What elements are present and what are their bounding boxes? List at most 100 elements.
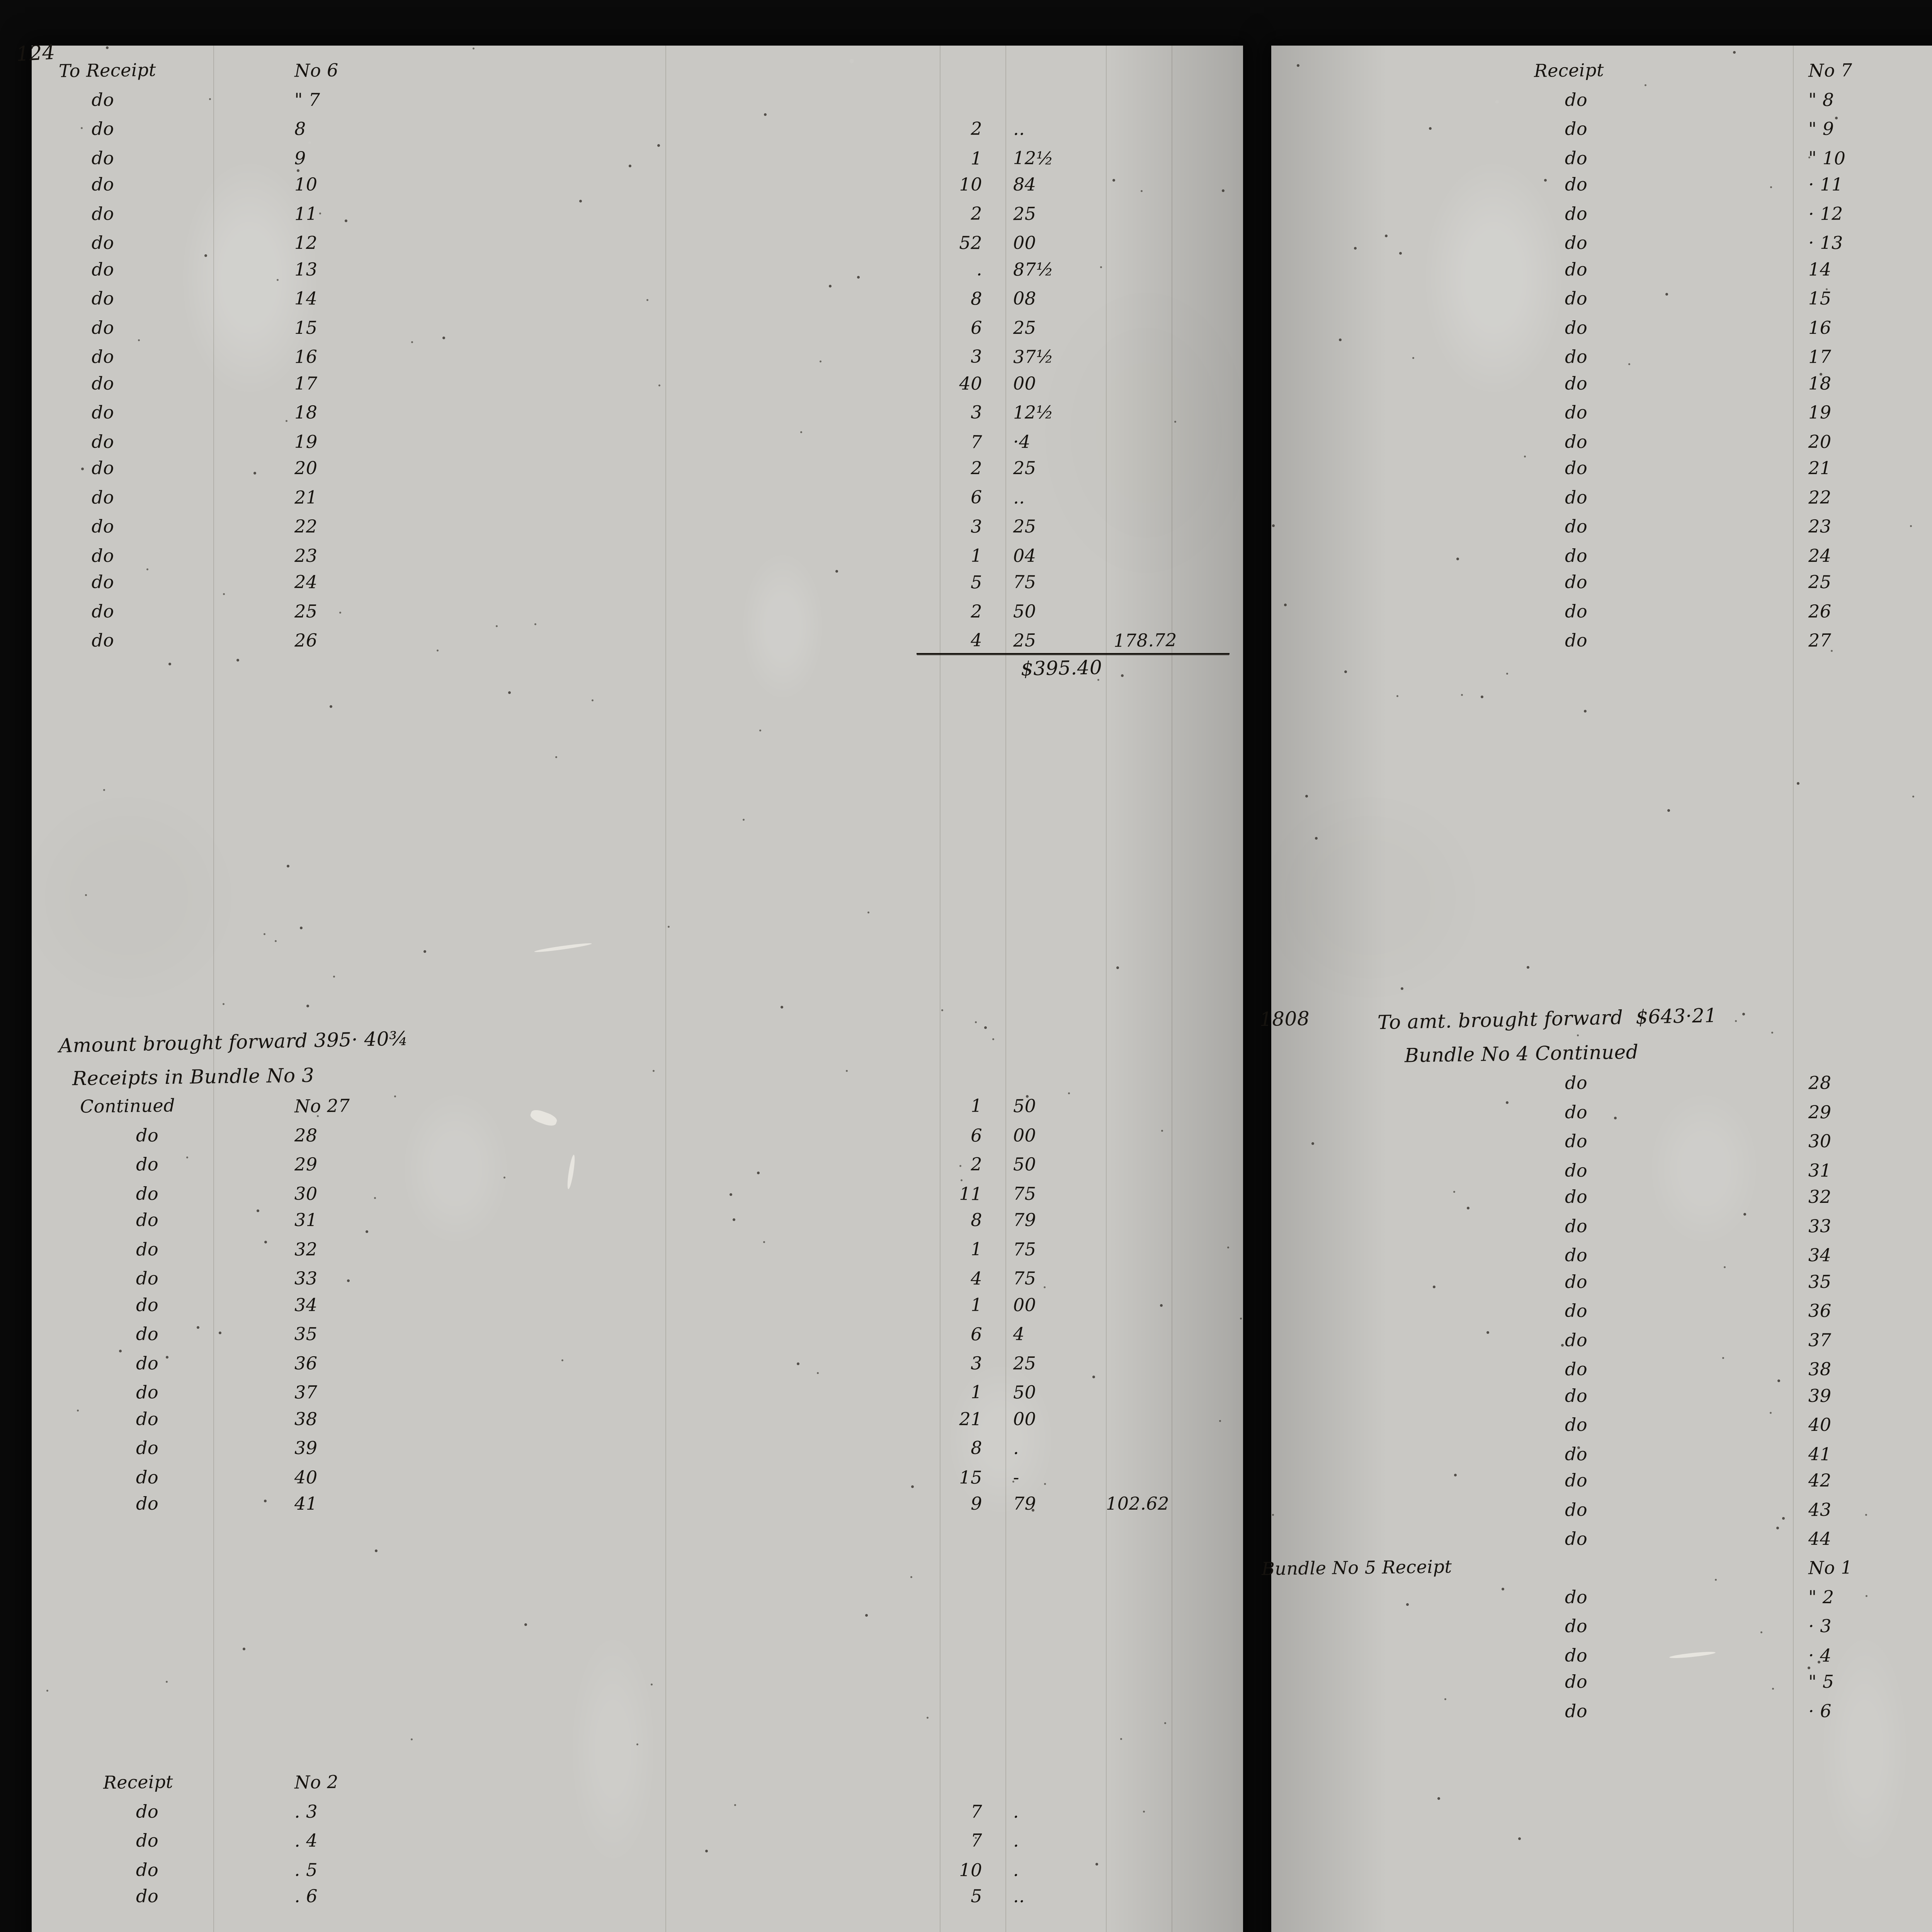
paper-speck <box>1826 288 1828 291</box>
paper-speck <box>561 1359 564 1361</box>
entry-cents: . <box>1013 1830 1019 1851</box>
entry-description: do <box>1565 1700 1588 1721</box>
ledger-entry-row: Bundle No 5 Receipt No 1 <box>1262 1556 1932 1588</box>
paper-speck <box>1735 1020 1737 1022</box>
paper-speck <box>1026 1095 1029 1098</box>
entry-description: do <box>1565 1271 1588 1292</box>
entry-cents: 25 <box>1013 317 1036 338</box>
entry-description: Receipt <box>103 1771 173 1793</box>
paper-speck <box>1561 1344 1564 1347</box>
paper-speck <box>473 48 475 50</box>
entry-description: do <box>1565 1160 1588 1181</box>
paper-speck <box>495 625 498 628</box>
entry-description: Receipt <box>1534 59 1604 82</box>
entry-cents: 50 <box>1013 1381 1036 1403</box>
entry-dollars: 8 <box>970 288 983 309</box>
paper-speck <box>1724 1266 1726 1268</box>
paper-speck <box>1776 1526 1779 1529</box>
paper-speck <box>1222 189 1225 192</box>
paper-speck <box>1444 1698 1446 1700</box>
paper-speck <box>629 165 632 168</box>
entry-cents: - <box>1013 1466 1020 1488</box>
paper-speck <box>1527 966 1530 969</box>
entry-description: do <box>1565 1443 1588 1464</box>
ledger-entry-row: do 37 1 50 <box>32 1381 1243 1411</box>
paper-speck <box>1406 1603 1409 1606</box>
ledger-entry-row: do206· <box>1271 430 1932 461</box>
entry-description: do <box>92 174 114 195</box>
paper-speck <box>1095 1863 1099 1866</box>
paper-speck <box>264 933 266 935</box>
paper-speck <box>77 1410 79 1412</box>
entry-dollars: 40 <box>959 372 983 394</box>
paper-speck <box>186 1156 189 1159</box>
ledger-entry-row: do 40 15 - <box>32 1466 1243 1496</box>
paper-speck <box>277 279 279 281</box>
entry-receipt-number: " 2 <box>1808 1586 1834 1607</box>
entry-cents: 25 <box>1013 515 1036 537</box>
entry-receipt-number: . 4 <box>294 1830 318 1851</box>
ledger-entry-row: do 15 6 25 <box>32 317 1243 347</box>
paper-speck <box>274 940 277 942</box>
entry-dollars: 1 <box>970 147 983 169</box>
ledger-entry-row: do 31 8 79 <box>32 1209 1243 1240</box>
entry-receipt-number: 34 <box>294 1294 318 1315</box>
paper-speck <box>197 1326 200 1329</box>
entry-receipt-number: · 6 <box>1808 1700 1832 1721</box>
paper-speck <box>650 1684 653 1686</box>
entry-receipt-number: 31 <box>294 1209 318 1230</box>
paper-speck <box>1097 679 1100 681</box>
entry-dollars: 3 <box>971 401 983 423</box>
paper-speck <box>910 1576 912 1578</box>
entry-cents: 50 <box>1013 1153 1036 1175</box>
paper-speck <box>1722 1357 1724 1359</box>
paper-speck <box>374 1197 376 1199</box>
entry-description: do <box>1565 1645 1588 1666</box>
ledger-entry-row: do383· <box>1271 1357 1932 1388</box>
entry-receipt-number: 36 <box>294 1352 318 1374</box>
ledger-entry-row: do · 3 <box>1271 1615 1932 1645</box>
entry-receipt-number: 18 <box>294 401 318 423</box>
paper-speck <box>1808 156 1810 159</box>
paper-speck <box>218 1331 221 1334</box>
entry-cents: 87½ <box>1013 259 1054 280</box>
paper-speck <box>1912 795 1915 798</box>
entry-receipt-number: 19 <box>1808 401 1832 423</box>
entry-cents: 12½ <box>1013 401 1054 423</box>
entry-receipt-number: 42 <box>1808 1470 1832 1491</box>
entry-description: To Receipt <box>58 59 156 82</box>
entry-receipt-number: " 7 <box>294 89 320 110</box>
paper-speck <box>339 611 342 614</box>
entry-receipt-number: 12 <box>294 232 318 253</box>
paper-speck <box>1461 694 1463 696</box>
entry-receipt-number: · 12 <box>1808 202 1844 224</box>
entry-description: do <box>1565 1244 1588 1266</box>
entry-dollars: 3 <box>971 1352 982 1374</box>
entry-dollars: 7 <box>971 1801 983 1822</box>
entry-description: do <box>91 515 114 537</box>
entry-dollars: 2 <box>970 202 983 224</box>
paper-speck <box>423 950 426 953</box>
paper-speck <box>256 1209 259 1213</box>
entry-dollars: 7 <box>970 431 983 452</box>
entry-receipt-number: . 5 <box>294 1859 318 1880</box>
entry-receipt-number: 36 <box>1808 1300 1832 1321</box>
entry-description: do <box>91 486 114 508</box>
entry-cents: 75 <box>1013 1238 1036 1260</box>
entry-description: do <box>1565 174 1588 195</box>
paper-speck <box>204 254 207 257</box>
paper-speck <box>410 1738 413 1740</box>
brought-forward-left: Amount brought forward 395· 40¾ <box>58 1027 408 1057</box>
paper-speck <box>1121 674 1124 677</box>
paper-speck <box>1665 293 1668 296</box>
entry-receipt-number: · 4 <box>1808 1645 1832 1666</box>
entry-description: do <box>1565 1671 1588 1692</box>
entry-receipt-number: 14 <box>294 287 318 309</box>
ledger-entry-row: do371050 <box>1271 1329 1932 1359</box>
entry-dollars: 3 <box>970 346 983 367</box>
paper-speck <box>1743 1213 1746 1216</box>
entry-receipt-number: . 3 <box>294 1801 318 1822</box>
paper-speck <box>1910 525 1912 527</box>
paper-speck <box>312 610 314 612</box>
